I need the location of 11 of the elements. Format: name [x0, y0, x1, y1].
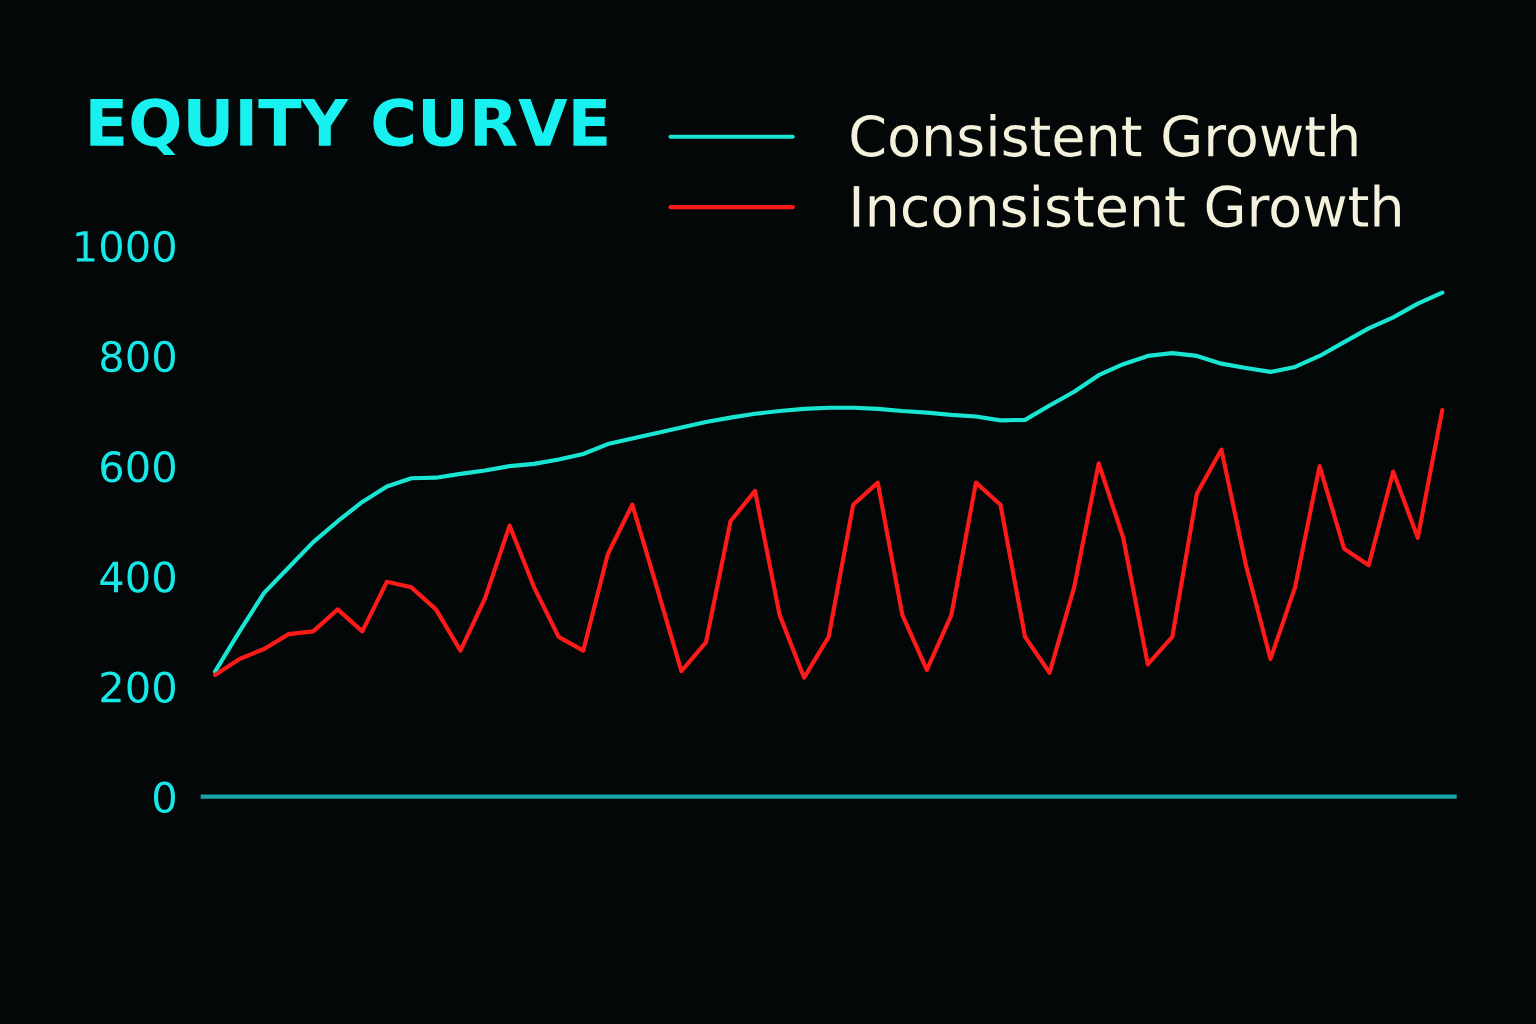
y-tick-label: 800	[101, 340, 175, 373]
y-tick-label: 1000	[76, 230, 175, 263]
chart-title: EQUITY CURVE	[90, 98, 607, 155]
line-series	[212, 407, 1445, 680]
y-tick-label: 0	[153, 781, 175, 814]
legend-label: Consistent Growth	[851, 113, 1357, 157]
y-tick-label: 200	[101, 671, 175, 703]
legend-label: Inconsistent Growth	[853, 184, 1400, 228]
y-tick-label: 600	[101, 451, 175, 483]
line-series	[212, 290, 1445, 674]
y-tick-label: 400	[100, 561, 175, 593]
